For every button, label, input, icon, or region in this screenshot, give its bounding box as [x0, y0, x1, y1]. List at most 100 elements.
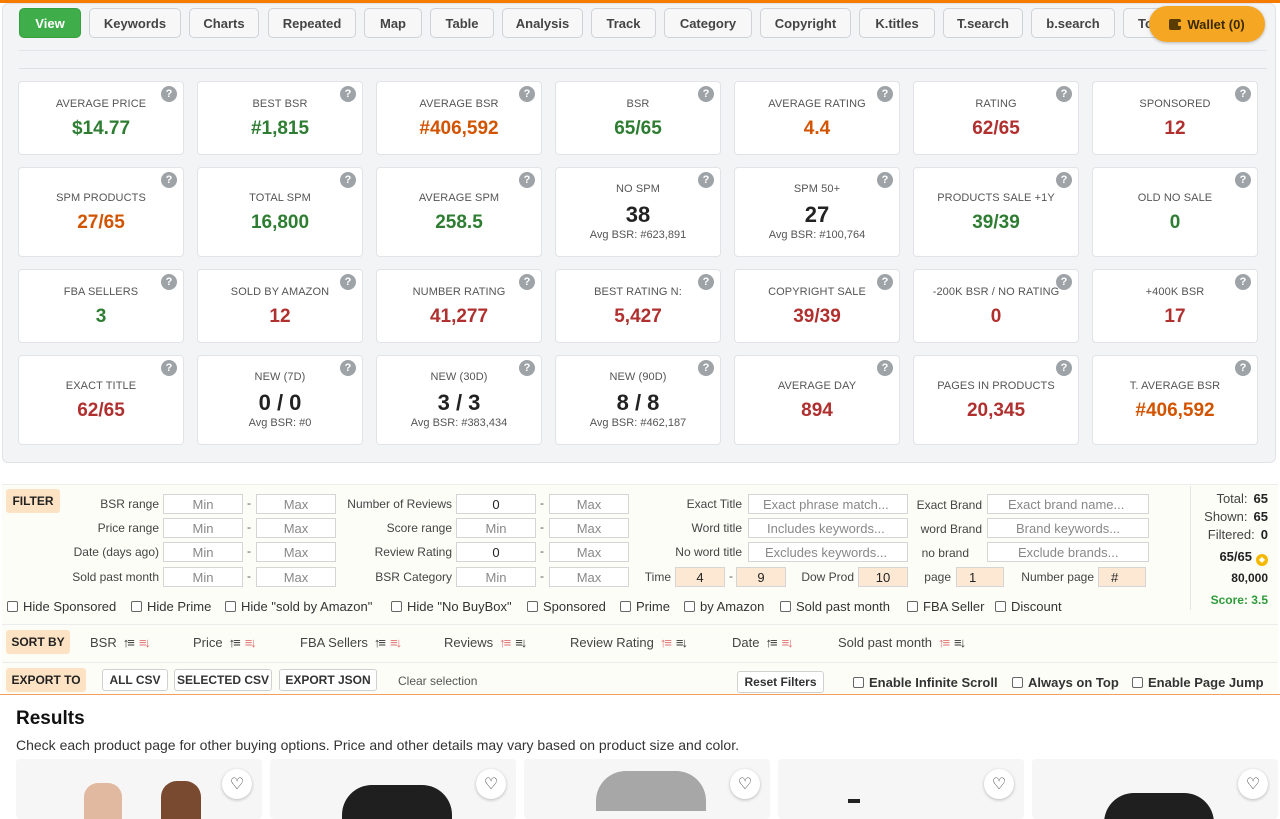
category-min-input[interactable]: Min — [456, 567, 536, 587]
tab-t-search[interactable]: T.search — [943, 8, 1023, 38]
help-icon[interactable]: ? — [340, 360, 356, 376]
tab-table[interactable]: Table — [430, 8, 494, 38]
tab-analysis[interactable]: Analysis — [502, 8, 583, 38]
sold-max-input[interactable]: Max — [256, 567, 336, 587]
tab-charts[interactable]: Charts — [189, 8, 259, 38]
price-max-input[interactable]: Max — [256, 518, 336, 538]
tab-keywords[interactable]: Keywords — [89, 8, 181, 38]
wallet-button[interactable]: Wallet (0) — [1149, 6, 1265, 42]
infinite-scroll-toggle[interactable]: Enable Infinite Scroll — [853, 675, 998, 690]
help-icon[interactable]: ? — [1235, 274, 1251, 290]
export-json-button[interactable]: EXPORT JSON — [279, 669, 377, 691]
help-icon[interactable]: ? — [698, 172, 714, 188]
time-from-input[interactable]: 4 — [675, 567, 725, 587]
help-icon[interactable]: ? — [519, 360, 535, 376]
product-card[interactable]: ♡ — [524, 759, 770, 819]
number-page-input[interactable]: # — [1098, 567, 1146, 587]
help-icon[interactable]: ? — [340, 172, 356, 188]
sort-descending-icon[interactable]: ≡↓ — [515, 635, 527, 650]
sort-descending-icon[interactable]: ≡↓ — [781, 635, 794, 650]
sort-descending-icon[interactable]: ≡↓ — [390, 635, 402, 650]
category-max-input[interactable]: Max — [549, 567, 629, 587]
tab-view[interactable]: View — [19, 8, 81, 38]
product-card[interactable]: ♡ — [778, 759, 1024, 819]
help-icon[interactable]: ? — [519, 274, 535, 290]
help-icon[interactable]: ? — [340, 86, 356, 102]
help-icon[interactable]: ? — [161, 274, 177, 290]
help-icon[interactable]: ? — [877, 274, 893, 290]
bsr-max-input[interactable]: Max — [256, 494, 336, 514]
help-icon[interactable]: ? — [519, 172, 535, 188]
export-selected-csv-button[interactable]: SELECTED CSV — [174, 669, 272, 691]
help-icon[interactable]: ? — [1235, 172, 1251, 188]
word-title-input[interactable]: Includes keywords... — [748, 518, 908, 538]
help-icon[interactable]: ? — [877, 360, 893, 376]
help-icon[interactable]: ? — [1056, 172, 1072, 188]
exact-brand-input[interactable]: Exact brand name... — [987, 494, 1149, 514]
product-card[interactable]: ♡ — [16, 759, 262, 819]
page-jump-toggle[interactable]: Enable Page Jump — [1132, 675, 1264, 690]
no-brand-input[interactable]: Exclude brands... — [987, 542, 1149, 562]
filter-checkbox[interactable]: Prime — [620, 599, 670, 614]
help-icon[interactable]: ? — [1056, 360, 1072, 376]
no-word-title-input[interactable]: Excludes keywords... — [748, 542, 908, 562]
help-icon[interactable]: ? — [698, 360, 714, 376]
filter-checkbox[interactable]: Discount — [995, 599, 1062, 614]
filter-checkbox[interactable]: by Amazon — [684, 599, 764, 614]
sort-descending-icon[interactable]: ≡↓ — [675, 635, 688, 650]
tab-copyright[interactable]: Copyright — [760, 8, 851, 38]
heart-icon[interactable]: ♡ — [222, 769, 252, 799]
price-min-input[interactable]: Min — [163, 518, 243, 538]
help-icon[interactable]: ? — [161, 172, 177, 188]
sort-descending-icon[interactable]: ≡↓ — [138, 635, 151, 650]
sort-descending-icon[interactable]: ≡↓ — [244, 635, 257, 650]
reset-filters-button[interactable]: Reset Filters — [737, 671, 824, 693]
tab-category[interactable]: Category — [664, 8, 752, 38]
score-max-input[interactable]: Max — [549, 518, 629, 538]
sort-ascending-icon[interactable]: ↑≡ — [499, 635, 511, 650]
help-icon[interactable]: ? — [1056, 86, 1072, 102]
exact-title-input[interactable]: Exact phrase match... — [748, 494, 908, 514]
help-icon[interactable]: ? — [698, 86, 714, 102]
sort-ascending-icon[interactable]: ↑≡ — [937, 635, 950, 650]
product-card[interactable]: ♡ — [1032, 759, 1278, 819]
product-card[interactable]: ♡ — [270, 759, 516, 819]
bsr-min-input[interactable]: Min — [163, 494, 243, 514]
reviews-max-input[interactable]: Max — [549, 494, 629, 514]
filter-checkbox[interactable]: Hide Sponsored — [7, 599, 116, 614]
help-icon[interactable]: ? — [519, 86, 535, 102]
tab-k-titles[interactable]: K.titles — [859, 8, 935, 38]
dow-prod-input[interactable]: 10 — [858, 567, 908, 587]
tab-repeated[interactable]: Repeated — [268, 8, 356, 38]
help-icon[interactable]: ? — [877, 172, 893, 188]
filter-checkbox[interactable]: Sold past month — [780, 599, 890, 614]
tab-b-search[interactable]: b.search — [1031, 8, 1115, 38]
help-icon[interactable]: ? — [1235, 360, 1251, 376]
sort-descending-icon[interactable]: ≡↓ — [954, 635, 966, 650]
score-min-input[interactable]: Min — [456, 518, 536, 538]
sort-ascending-icon[interactable]: ↑≡ — [659, 635, 672, 650]
clear-selection-link[interactable]: Clear selection — [398, 674, 478, 688]
rating-min-input[interactable]: 0 — [456, 542, 536, 562]
sort-ascending-icon[interactable]: ↑≡ — [228, 635, 241, 650]
page-input[interactable]: 1 — [956, 567, 1004, 587]
date-min-input[interactable]: Min — [163, 542, 243, 562]
filter-checkbox[interactable]: Hide "No BuyBox" — [391, 599, 512, 614]
help-icon[interactable]: ? — [877, 86, 893, 102]
heart-icon[interactable]: ♡ — [984, 769, 1014, 799]
sold-min-input[interactable]: Min — [163, 567, 243, 587]
help-icon[interactable]: ? — [340, 274, 356, 290]
filter-checkbox[interactable]: Sponsored — [527, 599, 606, 614]
reviews-min-input[interactable]: 0 — [456, 494, 536, 514]
time-to-input[interactable]: 9 — [736, 567, 786, 587]
heart-icon[interactable]: ♡ — [476, 769, 506, 799]
help-icon[interactable]: ? — [698, 274, 714, 290]
filter-checkbox[interactable]: FBA Seller — [907, 599, 984, 614]
filter-checkbox[interactable]: Hide "sold by Amazon" — [225, 599, 372, 614]
help-icon[interactable]: ? — [1056, 274, 1072, 290]
rating-max-input[interactable]: Max — [549, 542, 629, 562]
word-brand-input[interactable]: Brand keywords... — [987, 518, 1149, 538]
tab-map[interactable]: Map — [364, 8, 422, 38]
sort-ascending-icon[interactable]: ↑≡ — [765, 635, 777, 650]
help-icon[interactable]: ? — [1235, 86, 1251, 102]
